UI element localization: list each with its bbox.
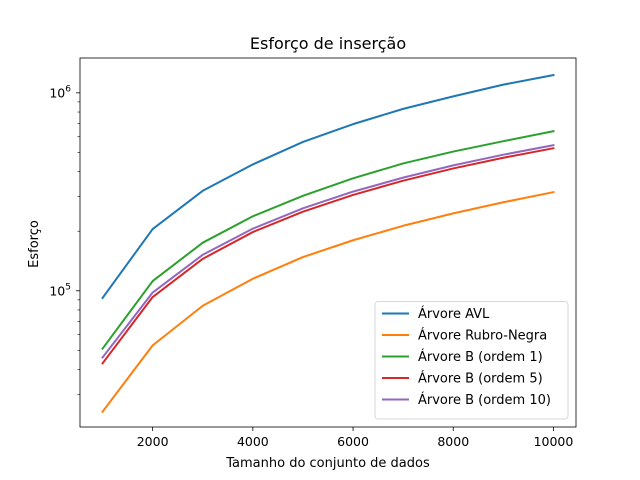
series-line-1: [101, 73, 555, 300]
series-line-3: [101, 130, 555, 351]
legend-label-2: Árvore Rubro-Negra: [418, 328, 547, 344]
legend-label-4: Árvore B (ordem 5): [418, 371, 543, 387]
chart-title: Esforço de inserção: [250, 34, 406, 53]
x-tick-label: 6000: [337, 434, 369, 449]
x-axis-label: Tamanho do conjunto de dados: [225, 456, 430, 471]
legend-label-1: Árvore AVL: [418, 306, 490, 322]
x-tick-label: 10000: [534, 434, 574, 449]
plot-area: 105 106 2000 4000 6000 8000 10000: [49, 57, 577, 449]
axes-frame: [79, 57, 577, 428]
x-tick-label: 4000: [237, 434, 269, 449]
legend-label-5: Árvore B (ordem 10): [418, 392, 551, 408]
y-tick-label: 106: [49, 84, 71, 100]
series-line-5: [101, 144, 555, 359]
legend: Árvore AVL Árvore Rubro-Negra Árvore B (or…: [374, 301, 569, 420]
legend-box: [374, 301, 569, 420]
x-tick-label: 8000: [437, 434, 469, 449]
x-tick-label: 2000: [137, 434, 169, 449]
legend-label-3: Árvore B (ordem 1): [418, 349, 543, 365]
series-line-4: [101, 147, 555, 365]
series-line-2: [101, 190, 555, 414]
y-axis-label: Esforço: [27, 220, 42, 268]
y-tick-label: 105: [49, 282, 71, 298]
